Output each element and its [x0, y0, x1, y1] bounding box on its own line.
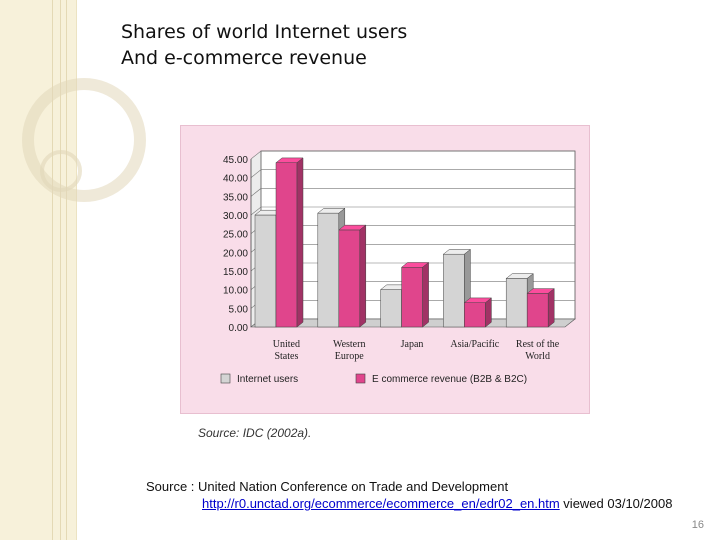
y-tick-label: 25.00 [223, 230, 248, 241]
y-tick-label: 40.00 [223, 174, 248, 185]
legend-swatch [355, 373, 366, 384]
legend-label: Internet users [237, 374, 298, 385]
decor-line [66, 0, 67, 540]
title-line-1: Shares of world Internet users [121, 21, 408, 43]
y-tick-label: 30.00 [223, 211, 248, 222]
decor-circle-small [40, 150, 82, 192]
gridline [250, 150, 575, 160]
y-tick-label: 5.00 [229, 304, 249, 315]
bar [526, 288, 555, 328]
title-line-2: And e-commerce revenue [121, 47, 367, 69]
y-tick-label: 45.00 [223, 155, 248, 166]
y-tick-label: 35.00 [223, 192, 248, 203]
x-category-label: States [274, 351, 298, 362]
slide-title: Shares of world Internet users And e-com… [121, 19, 407, 71]
decor-line [52, 0, 53, 540]
gridline [250, 169, 575, 178]
bar [400, 261, 430, 328]
x-category-label: Japan [401, 339, 424, 350]
decor-circle-large [22, 78, 146, 202]
gridline [250, 188, 575, 197]
bar [275, 157, 304, 328]
legend-label: E commerce revenue (B2B & B2C) [372, 374, 527, 385]
x-category-label: Western [333, 339, 366, 350]
source-link[interactable]: http://r0.unctad.org/ecommerce/ecommerce… [202, 496, 560, 511]
gridline [250, 206, 575, 216]
bar [338, 224, 367, 328]
y-tick-label: 0.00 [229, 323, 249, 334]
x-category-label: Rest of the [516, 339, 560, 350]
y-tick-label: 15.00 [223, 267, 248, 278]
source-note-prefix: Source : United Nation Conference on Tra… [146, 479, 509, 494]
x-category-label: Europe [335, 351, 364, 362]
chart-source-caption: Source: IDC (2002a). [198, 426, 312, 440]
y-tick-label: 20.00 [223, 248, 248, 259]
x-category-label: United [273, 339, 300, 350]
x-category-label: World [525, 351, 550, 362]
bar [463, 297, 493, 328]
source-note: Source : United Nation Conference on Tra… [146, 478, 672, 512]
decor-line [60, 0, 61, 540]
bar-chart: 45.00 40.00 35.00 30.00 25.00 20.00 15.00 10.00… [220, 150, 576, 385]
y-tick-label: 10.00 [223, 286, 248, 297]
x-category-label: Asia/Pacific [450, 339, 499, 350]
legend-swatch [220, 373, 231, 384]
source-note-suffix: viewed 03/10/2008 [559, 496, 673, 511]
page-number: 16 [691, 519, 704, 531]
chart-panel: 45.00 40.00 35.00 30.00 25.00 20.00 15.00 10.00… [180, 125, 590, 414]
